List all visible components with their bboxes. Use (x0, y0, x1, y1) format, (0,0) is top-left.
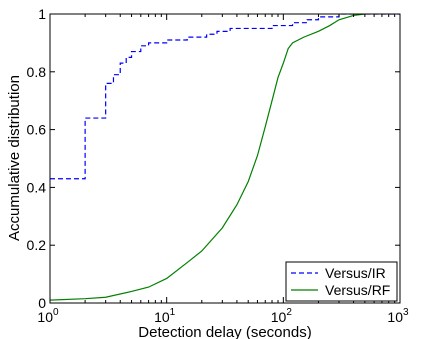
y-tick-label: 0 (38, 295, 46, 311)
y-axis-label: Accumulative distribution (6, 75, 23, 241)
ticks-layer: 0 0.2 0.4 0.6 0.8 1 100 101 102 103 (27, 6, 409, 325)
x-tick-label: 102 (271, 307, 293, 325)
legend-label-versus-ir: Versus/IR (325, 265, 386, 281)
series-layer (50, 14, 400, 301)
legend-label-versus-rf: Versus/RF (325, 282, 390, 298)
y-tick-label: 0.6 (27, 122, 47, 138)
x-tick-label: 103 (387, 307, 409, 325)
series-line-versus-ir (50, 14, 400, 180)
legend-box (285, 261, 398, 302)
series-line-versus-rf (50, 14, 365, 301)
y-tick-label: 0.8 (27, 64, 47, 80)
y-tick-label: 0.2 (27, 237, 47, 253)
plot-frame (49, 13, 401, 304)
y-tick-label: 1 (38, 6, 46, 22)
x-axis-label: Detection delay (seconds) (138, 324, 311, 339)
x-tick-label: 100 (37, 307, 59, 325)
y-tick-label: 0.4 (27, 179, 47, 195)
x-tick-label: 101 (154, 307, 176, 325)
legend: Versus/IR Versus/RF (285, 261, 398, 302)
